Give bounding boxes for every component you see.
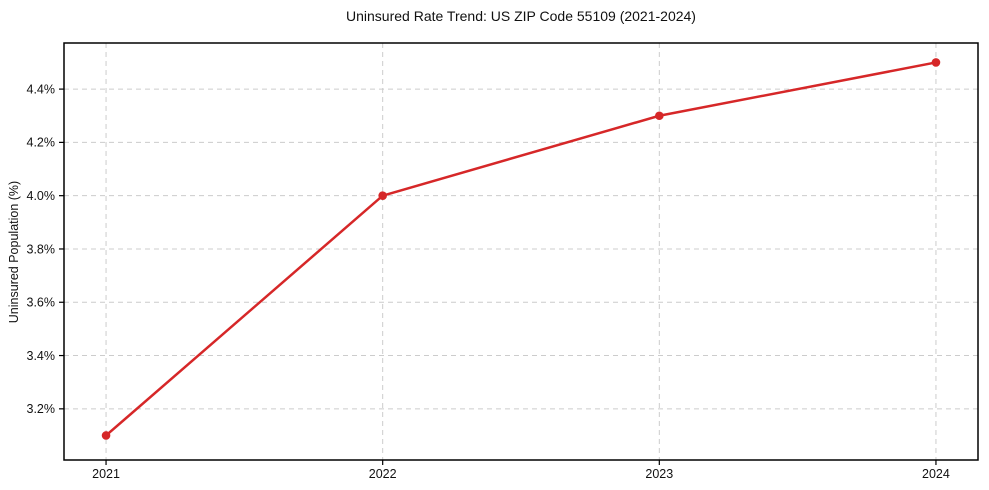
gridlines-layer (64, 43, 978, 460)
y-tick-label: 3.8% (27, 242, 56, 256)
data-line (104, 61, 938, 437)
y-tick-label: 4.2% (27, 136, 56, 150)
axis-tick-labels-layer: 3.2% 3.4% 3.6% 3.8% 4.0% 4.2% 4.4% 2021 2022 2023… (27, 82, 950, 481)
x-tick-label: 2022 (369, 467, 397, 481)
x-tick-label: 2023 (645, 467, 673, 481)
x-tick-label: 2021 (92, 467, 120, 481)
data-point (931, 58, 941, 67)
data-point (101, 431, 111, 440)
chart-title: Uninsured Rate Trend: US ZIP Code 55109 … (346, 8, 696, 24)
axis-ticks-layer (59, 88, 937, 465)
plot-frame (63, 42, 979, 461)
data-point (378, 191, 387, 200)
x-tick-label: 2024 (922, 467, 950, 481)
y-tick-label: 4.4% (27, 82, 56, 96)
data-series-layer (101, 58, 941, 440)
y-tick-label: 3.6% (27, 296, 56, 310)
data-point (655, 111, 664, 121)
plot-frame-layer (63, 42, 979, 461)
y-tick-label: 3.2% (27, 402, 56, 416)
y-tick-label: 3.4% (27, 349, 56, 363)
y-tick-label: 4.0% (27, 189, 56, 203)
